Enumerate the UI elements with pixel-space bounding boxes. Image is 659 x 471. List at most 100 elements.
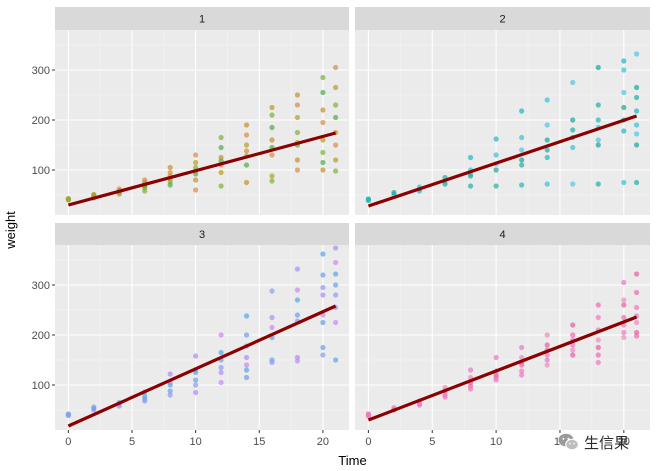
data-point <box>167 388 173 394</box>
data-point <box>493 354 499 361</box>
data-point <box>65 411 71 418</box>
data-point <box>320 74 326 81</box>
data-point <box>621 334 627 341</box>
x-tick-label: 10 <box>490 436 502 448</box>
data-point <box>320 149 326 156</box>
data-point <box>333 245 339 251</box>
data-point <box>595 352 601 358</box>
data-point <box>493 377 499 383</box>
data-point <box>167 182 173 188</box>
facet-strip-label: 3 <box>199 229 205 241</box>
data-point <box>193 177 199 183</box>
data-point <box>544 137 550 143</box>
data-point <box>570 181 576 187</box>
watermark-text: 生信果 <box>584 434 629 452</box>
data-point <box>269 152 275 158</box>
data-point <box>294 358 301 364</box>
data-point <box>570 322 576 328</box>
data-point <box>320 107 326 113</box>
data-point <box>519 368 525 374</box>
data-point <box>519 372 525 378</box>
data-point <box>269 137 275 143</box>
data-point <box>595 137 601 143</box>
data-point <box>633 84 640 91</box>
data-point <box>167 371 173 377</box>
data-point <box>633 142 640 148</box>
data-point <box>621 58 627 64</box>
data-point <box>320 251 326 257</box>
data-point <box>544 147 550 153</box>
facet-panel-3: 3 <box>55 223 349 430</box>
data-point <box>243 313 250 319</box>
data-point <box>467 154 474 161</box>
gridlines <box>355 245 650 430</box>
data-point <box>333 259 339 266</box>
data-point <box>269 173 275 179</box>
data-point <box>544 332 550 338</box>
data-point <box>621 128 627 134</box>
data-point <box>269 359 275 366</box>
data-point <box>595 359 601 366</box>
y-tick-label: 200 <box>32 115 50 127</box>
data-point <box>442 394 448 400</box>
data-point <box>142 398 148 404</box>
fit-line <box>367 114 638 208</box>
data-point <box>294 287 301 293</box>
data-point <box>294 157 301 163</box>
data-point <box>333 157 339 163</box>
data-point <box>544 352 550 358</box>
data-point <box>621 329 627 336</box>
data-point <box>193 369 199 376</box>
data-point <box>493 136 499 142</box>
data-point <box>320 137 326 143</box>
x-tick-label: 0 <box>65 436 71 448</box>
fit-line <box>67 131 337 207</box>
data-point <box>320 344 326 351</box>
data-point <box>519 362 525 368</box>
facet-strip <box>355 223 650 245</box>
data-point <box>294 167 301 173</box>
data-point <box>243 142 250 148</box>
data-point <box>193 353 199 359</box>
data-point <box>633 179 640 186</box>
data-point <box>218 369 224 376</box>
data-point <box>294 129 301 136</box>
data-point <box>333 84 339 91</box>
data-point <box>621 279 627 286</box>
data-point <box>218 183 224 189</box>
data-point <box>633 94 640 101</box>
data-point <box>467 173 474 179</box>
data-point <box>633 122 640 128</box>
data-point <box>467 386 474 392</box>
x-tick-label: 15 <box>253 436 265 448</box>
data-point <box>320 89 326 96</box>
data-point <box>243 374 250 381</box>
data-point <box>91 405 97 412</box>
data-point <box>269 124 275 131</box>
data-point <box>595 102 601 108</box>
data-point <box>544 357 550 363</box>
x-tick-label: 10 <box>190 436 202 448</box>
data-point <box>243 162 250 168</box>
y-tick-label: 300 <box>32 280 50 292</box>
data-point <box>493 152 499 158</box>
data-point <box>218 364 224 371</box>
data-point <box>595 302 601 308</box>
data-point <box>294 92 301 98</box>
data-point <box>333 271 339 277</box>
data-point <box>333 114 339 121</box>
y-tick-label: 300 <box>32 65 50 77</box>
data-point <box>269 104 275 111</box>
data-point <box>544 97 550 103</box>
x-tick-label: 5 <box>429 436 435 448</box>
data-point <box>570 332 576 338</box>
data-point <box>595 64 601 71</box>
data-point <box>218 332 224 338</box>
data-point <box>633 333 640 339</box>
data-point <box>595 142 601 148</box>
data-point <box>218 134 224 141</box>
panel-background <box>55 245 349 430</box>
data-point <box>320 159 326 166</box>
data-point <box>294 312 301 318</box>
